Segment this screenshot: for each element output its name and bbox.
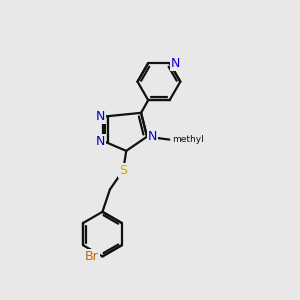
Text: N: N xyxy=(95,136,105,148)
Text: N: N xyxy=(148,130,157,143)
Text: N: N xyxy=(95,110,105,123)
Text: methyl: methyl xyxy=(172,135,203,144)
Text: S: S xyxy=(119,164,127,177)
Text: Br: Br xyxy=(85,250,99,263)
Text: N: N xyxy=(171,57,180,70)
